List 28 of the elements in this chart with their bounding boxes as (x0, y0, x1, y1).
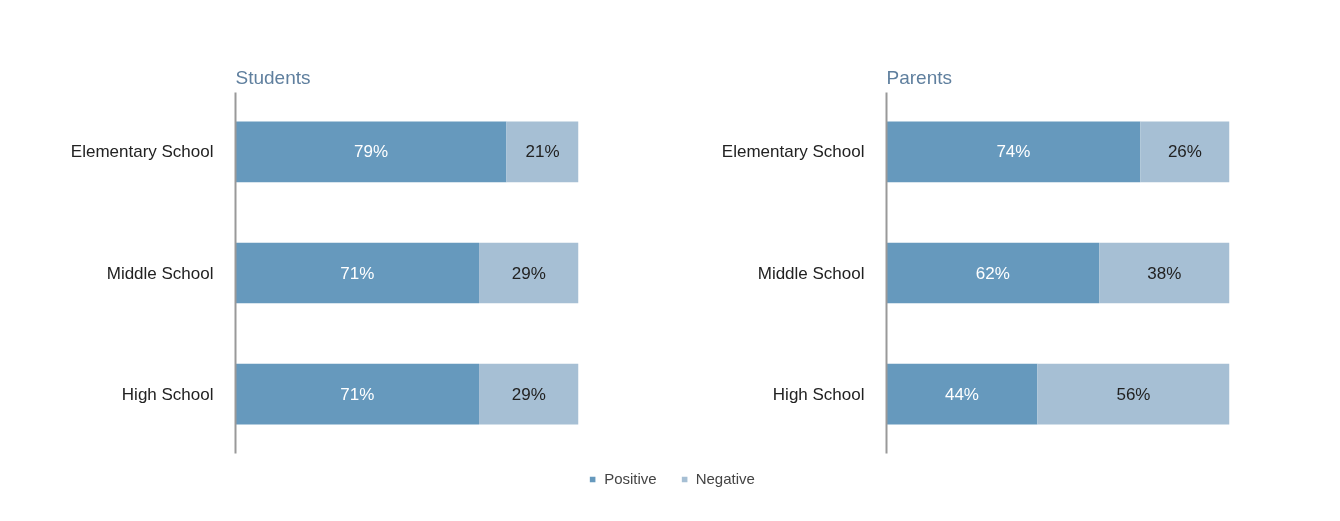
data-label: 38% (1147, 263, 1182, 283)
bar (1140, 121, 1230, 183)
bar (886, 363, 1038, 425)
y-tick-label: High School (772, 384, 865, 404)
y-tick-label: Middle School (757, 263, 865, 283)
data-label: 79% (353, 142, 388, 162)
data-label: 71% (340, 384, 375, 404)
bar (1099, 242, 1230, 304)
data-label: 62% (975, 263, 1010, 283)
legend-label: Negative (695, 470, 755, 487)
data-label: 74% (996, 142, 1031, 162)
y-tick-label: High School (121, 384, 214, 404)
bar (1037, 363, 1230, 425)
y-tick-label: Middle School (106, 263, 214, 283)
chart-title: Parents (886, 66, 952, 88)
data-label: 71% (340, 263, 375, 283)
data-label: 29% (511, 263, 546, 283)
data-label: 26% (1167, 142, 1202, 162)
legend-label: Positive (604, 470, 657, 487)
data-label: 21% (525, 142, 560, 162)
data-label: 56% (1116, 384, 1151, 404)
y-tick-label: Elementary School (721, 142, 865, 162)
y-tick-label: Elementary School (70, 142, 214, 162)
data-label: 44% (944, 384, 979, 404)
bar (886, 242, 1100, 304)
bar (886, 121, 1141, 183)
chart-title: Students (235, 66, 311, 88)
data-label: 29% (511, 384, 546, 404)
